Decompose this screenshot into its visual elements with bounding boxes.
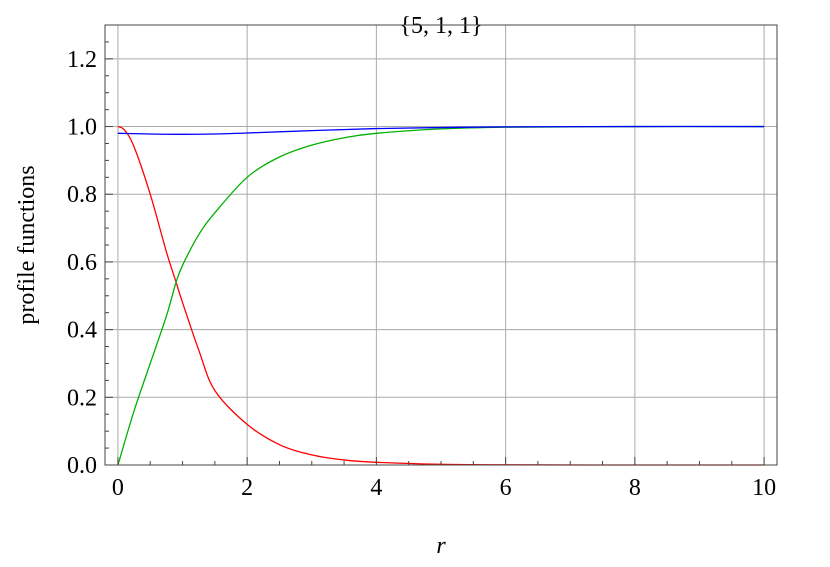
x-tick-label: 0 bbox=[112, 475, 124, 501]
y-tick-label: 0.0 bbox=[67, 453, 97, 479]
x-axis-label: r bbox=[436, 533, 446, 559]
y-tick-label: 0.6 bbox=[67, 250, 97, 276]
y-tick-label: 1.2 bbox=[67, 47, 97, 73]
y-tick-label: 0.4 bbox=[67, 318, 97, 344]
series-line-2 bbox=[117, 125, 765, 466]
y-axis-label: profile functions bbox=[14, 165, 40, 324]
x-tick-label: 8 bbox=[629, 475, 641, 501]
y-tick-label: 1.0 bbox=[67, 115, 97, 141]
y-tick-label: 0.2 bbox=[67, 385, 97, 411]
grid bbox=[105, 25, 777, 465]
x-tick-label: 6 bbox=[500, 475, 512, 501]
series-group bbox=[117, 125, 765, 466]
ticks: 0 2 4 6 8 10 0.0 0.2 0.4 0.6 0.8 1.0 1.2 bbox=[67, 41, 776, 501]
x-tick-label: 4 bbox=[370, 475, 382, 501]
chart-title: {5, 1, 1} bbox=[399, 13, 482, 39]
series-line-1 bbox=[117, 125, 765, 466]
plot-frame bbox=[104, 24, 778, 466]
series-line-3 bbox=[117, 125, 765, 135]
y-tick-label: 0.8 bbox=[67, 182, 97, 208]
x-tick-label: 2 bbox=[241, 475, 253, 501]
x-tick-label: 10 bbox=[752, 475, 776, 501]
